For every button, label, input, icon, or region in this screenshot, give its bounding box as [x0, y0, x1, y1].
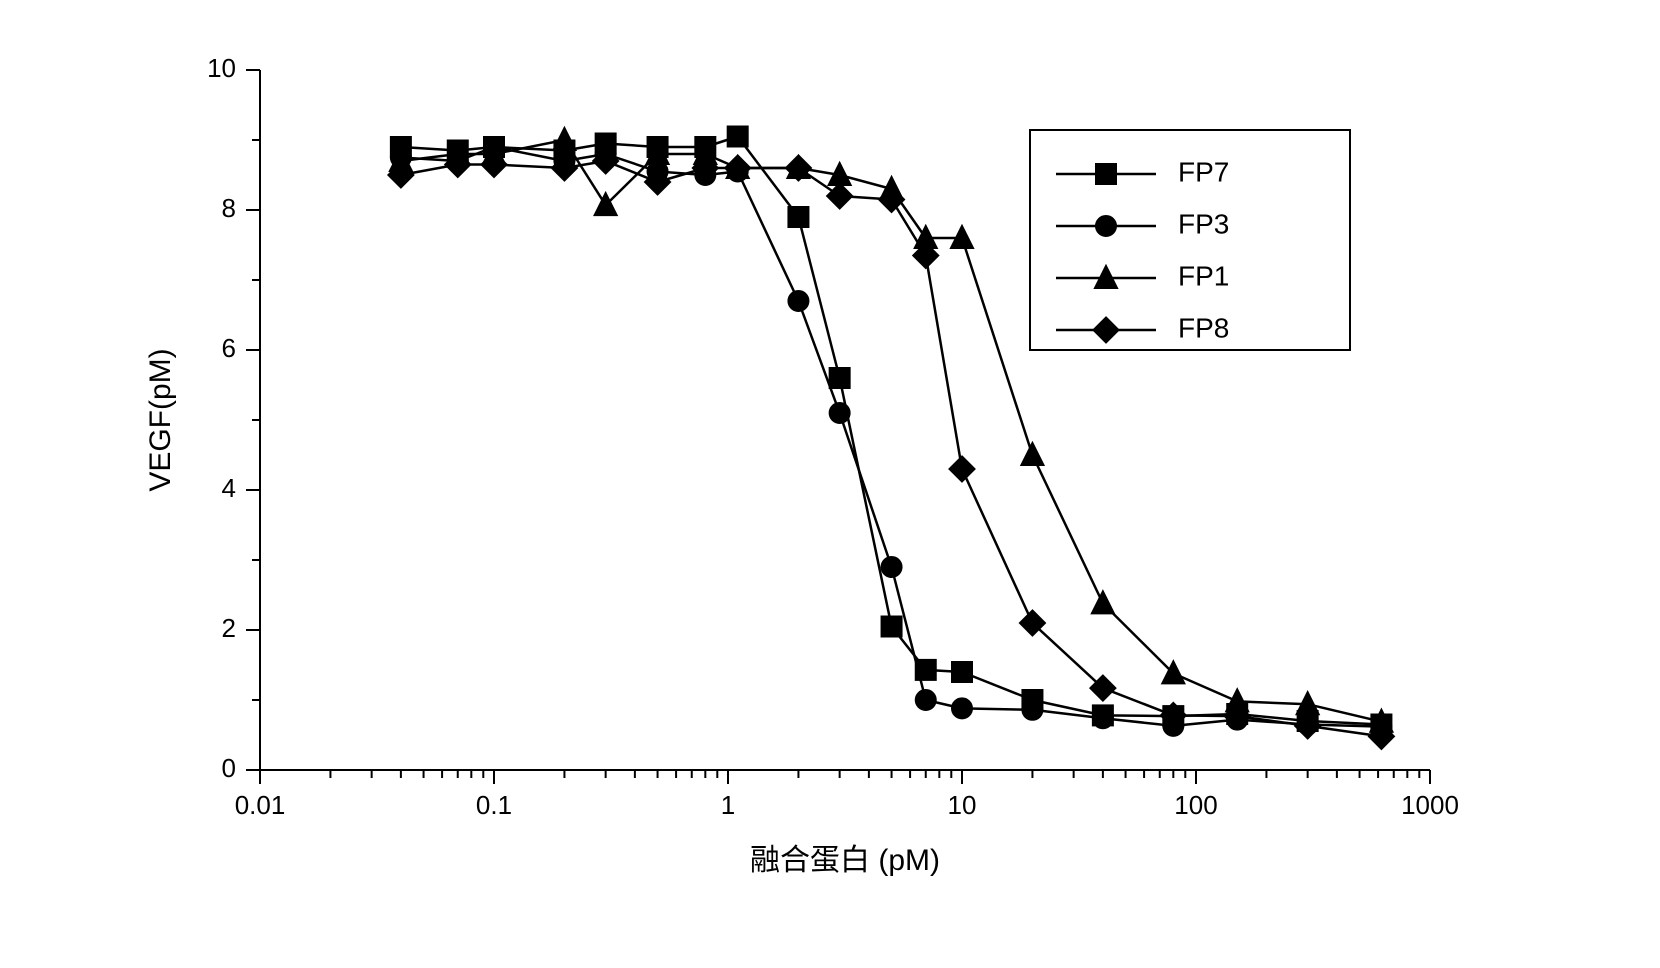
chart-svg: 0 2 4 6 8 10 0.01 0.1 1 10 100 1000 VEGF(pM) 融合蛋白 (pM… — [120, 40, 1540, 920]
x-axis-label: 融合蛋白 (pM) — [750, 844, 940, 877]
legend-label: FP1 — [1178, 260, 1229, 291]
x-tick-label: 1 — [721, 790, 735, 820]
y-tick-label: 4 — [222, 473, 236, 503]
chart-container: 0 2 4 6 8 10 0.01 0.1 1 10 100 1000 VEGF(pM) 融合蛋白 (pM… — [120, 40, 1540, 920]
x-tick-label: 1000 — [1401, 790, 1459, 820]
legend: FP7 FP3 FP1 FP8 — [1030, 130, 1350, 350]
x-tick-label: 100 — [1174, 790, 1217, 820]
legend-label: FP7 — [1178, 156, 1229, 187]
y-tick-label: 8 — [222, 193, 236, 223]
x-tick-label: 0.01 — [235, 790, 286, 820]
x-tick-label: 10 — [948, 790, 977, 820]
x-tick-label: 0.1 — [476, 790, 512, 820]
y-tick-label: 0 — [222, 753, 236, 783]
y-tick-label: 10 — [207, 53, 236, 83]
y-tick-label: 2 — [222, 613, 236, 643]
y-tick-label: 6 — [222, 333, 236, 363]
legend-label: FP8 — [1178, 312, 1229, 343]
legend-label: FP3 — [1178, 208, 1229, 239]
y-axis-label: VEGF(pM) — [144, 348, 177, 491]
